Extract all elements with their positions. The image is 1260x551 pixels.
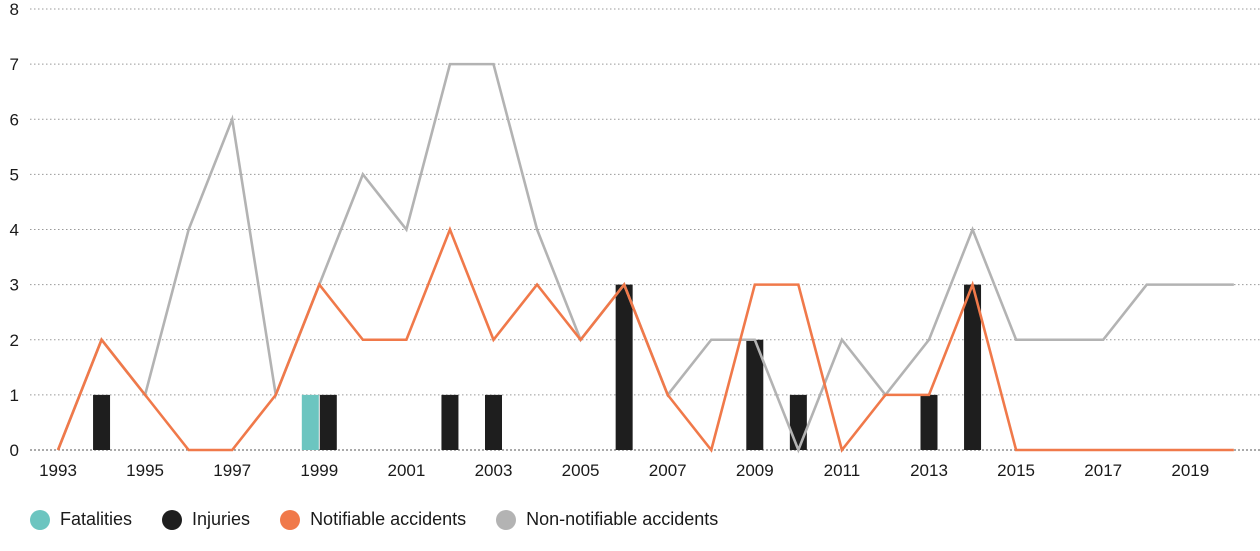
- x-tick-label: 1993: [39, 461, 77, 480]
- bar-injuries: [964, 284, 982, 450]
- line-non-notifiable-accidents: [56, 62, 1234, 454]
- x-tick-label: 2009: [736, 461, 774, 480]
- x-tick-label: 2017: [1084, 461, 1122, 480]
- legend-label-notifiable: Notifiable accidents: [310, 509, 467, 529]
- y-tick-label: 1: [10, 386, 19, 405]
- y-tick-label: 7: [10, 55, 19, 74]
- y-tick-label: 2: [10, 331, 19, 350]
- x-tick-label: 1999: [300, 461, 338, 480]
- legend-swatch-injuries: [162, 509, 183, 530]
- x-axis: 1993 1995 1997 1999 2001 2003 2005 2007 2009 2011…: [39, 461, 1209, 480]
- bar-injuries: [789, 394, 807, 450]
- bar-injuries: [485, 394, 502, 450]
- bar-injuries: [615, 284, 633, 450]
- bars: [93, 284, 982, 450]
- y-tick-label: 0: [10, 441, 19, 460]
- x-tick-label: 2019: [1171, 461, 1209, 480]
- legend-item-fatalities: Fatalities: [30, 509, 132, 530]
- legend: Fatalities Injuries Notifiable accidents…: [30, 509, 718, 530]
- y-tick-label: 6: [10, 110, 19, 129]
- x-tick-label: 2003: [475, 461, 513, 480]
- x-tick-label: 1997: [213, 461, 251, 480]
- x-tick-label: 2011: [824, 461, 861, 480]
- legend-label-injuries: Injuries: [192, 509, 251, 529]
- legend-item-notifiable: Notifiable accidents: [280, 509, 466, 530]
- x-tick-label: 1995: [126, 461, 164, 480]
- y-tick-label: 4: [10, 221, 19, 240]
- bar-injuries: [319, 394, 337, 450]
- x-tick-label: 2001: [387, 461, 425, 480]
- y-tick-label: 3: [10, 276, 19, 295]
- legend-label-non-notifiable: Non-notifiable accidents: [526, 509, 719, 529]
- bar-injuries: [441, 394, 459, 450]
- bar-injuries: [93, 394, 111, 450]
- x-tick-label: 2015: [997, 461, 1035, 480]
- legend-item-non-notifiable: Non-notifiable accidents: [496, 509, 718, 530]
- bar-fatalities: [301, 394, 319, 450]
- legend-swatch-fatalities: [30, 509, 50, 530]
- legend-item-injuries: Injuries: [162, 509, 250, 530]
- x-tick-label: 2007: [649, 461, 687, 480]
- accidents-chart: 0 1 2 3 4 5 6 7 8 1993 1995 1997 1999 2001 2003 2005 20…: [10, 0, 1260, 480]
- x-tick-label: 2013: [910, 461, 948, 480]
- y-tick-label: 5: [10, 165, 19, 184]
- gridlines: [30, 8, 1260, 451]
- bar-injuries: [746, 339, 764, 450]
- y-tick-label: 8: [10, 0, 19, 19]
- line-notifiable-accidents: [56, 225, 1234, 453]
- legend-swatch-notifiable: [280, 509, 301, 530]
- bar-injuries: [920, 394, 938, 450]
- x-tick-label: 2005: [562, 461, 600, 480]
- legend-label-fatalities: Fatalities: [60, 509, 133, 529]
- legend-swatch-non-notifiable: [496, 509, 517, 530]
- series-lines: [56, 62, 1234, 454]
- y-axis: 0 1 2 3 4 5 6 7 8: [10, 0, 19, 460]
